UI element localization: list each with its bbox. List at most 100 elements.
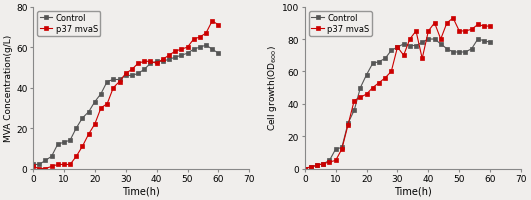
p37 mvaS: [160, 59, 166, 61]
p37 mvaS: [302, 167, 308, 170]
p37 mvaS: [172, 51, 178, 53]
Control: [450, 52, 456, 54]
Control: [363, 74, 370, 76]
p37 mvaS: [456, 31, 463, 33]
p37 mvaS: [395, 47, 401, 49]
p37 mvaS: [332, 159, 339, 162]
Control: [425, 39, 432, 41]
p37 mvaS: [363, 93, 370, 96]
Control: [73, 127, 80, 130]
Y-axis label: MVA Concentration(g/L): MVA Concentration(g/L): [4, 35, 13, 142]
p37 mvaS: [67, 163, 73, 166]
Control: [30, 163, 36, 166]
p37 mvaS: [215, 25, 221, 27]
p37 mvaS: [110, 87, 116, 89]
Control: [320, 163, 327, 165]
p37 mvaS: [468, 29, 475, 31]
p37 mvaS: [85, 133, 92, 136]
Control: [468, 48, 475, 51]
Control: [123, 75, 129, 77]
Control: [382, 58, 388, 60]
p37 mvaS: [308, 166, 314, 168]
p37 mvaS: [388, 71, 395, 73]
p37 mvaS: [166, 55, 172, 57]
p37 mvaS: [135, 63, 141, 65]
p37 mvaS: [314, 164, 320, 167]
p37 mvaS: [475, 24, 481, 27]
Control: [302, 167, 308, 170]
Control: [327, 159, 333, 162]
p37 mvaS: [147, 61, 153, 63]
Control: [110, 79, 116, 81]
p37 mvaS: [123, 73, 129, 75]
Control: [85, 111, 92, 113]
p37 mvaS: [141, 61, 148, 63]
p37 mvaS: [55, 163, 61, 166]
Control: [98, 93, 104, 95]
Control: [351, 109, 357, 112]
p37 mvaS: [79, 145, 85, 148]
Control: [481, 40, 487, 43]
p37 mvaS: [104, 103, 110, 105]
Control: [104, 81, 110, 83]
Control: [178, 55, 184, 57]
Control: [147, 63, 153, 65]
Control: [191, 49, 197, 51]
X-axis label: Time(h): Time(h): [394, 186, 432, 196]
Line: Control: Control: [303, 38, 492, 171]
Control: [135, 73, 141, 75]
p37 mvaS: [463, 31, 469, 33]
Control: [370, 63, 376, 65]
p37 mvaS: [407, 39, 413, 41]
p37 mvaS: [450, 18, 456, 20]
p37 mvaS: [73, 155, 80, 158]
Control: [153, 61, 160, 63]
Control: [413, 45, 419, 47]
Control: [395, 47, 401, 49]
Control: [463, 52, 469, 54]
p37 mvaS: [48, 165, 55, 168]
p37 mvaS: [184, 47, 191, 49]
p37 mvaS: [129, 69, 135, 71]
Control: [129, 75, 135, 77]
Control: [487, 42, 493, 44]
Control: [400, 43, 407, 46]
p37 mvaS: [42, 167, 48, 170]
Control: [456, 52, 463, 54]
p37 mvaS: [196, 37, 203, 39]
Control: [419, 42, 425, 44]
Control: [55, 143, 61, 146]
Control: [141, 69, 148, 71]
Control: [308, 166, 314, 168]
Legend: Control, p37 mvaS: Control, p37 mvaS: [37, 12, 100, 36]
Control: [431, 39, 438, 41]
p37 mvaS: [345, 124, 351, 126]
p37 mvaS: [357, 97, 364, 99]
p37 mvaS: [327, 161, 333, 163]
Control: [36, 163, 42, 166]
p37 mvaS: [191, 39, 197, 41]
p37 mvaS: [413, 31, 419, 33]
Control: [376, 61, 382, 64]
p37 mvaS: [92, 123, 98, 126]
Y-axis label: Cell growth(OD$_{600}$): Cell growth(OD$_{600}$): [266, 45, 279, 131]
Control: [407, 45, 413, 47]
Control: [48, 155, 55, 158]
Line: p37 mvaS: p37 mvaS: [303, 17, 492, 171]
Control: [444, 48, 450, 51]
Control: [345, 122, 351, 125]
Control: [184, 53, 191, 55]
p37 mvaS: [178, 49, 184, 51]
Legend: Control, p37 mvaS: Control, p37 mvaS: [309, 12, 372, 36]
Line: p37 mvaS: p37 mvaS: [31, 20, 220, 171]
Control: [61, 141, 67, 144]
p37 mvaS: [116, 81, 123, 83]
Control: [172, 57, 178, 59]
p37 mvaS: [203, 33, 209, 35]
Control: [196, 47, 203, 49]
p37 mvaS: [481, 26, 487, 28]
p37 mvaS: [431, 23, 438, 25]
X-axis label: Time(h): Time(h): [122, 186, 160, 196]
p37 mvaS: [419, 58, 425, 60]
p37 mvaS: [209, 21, 216, 23]
